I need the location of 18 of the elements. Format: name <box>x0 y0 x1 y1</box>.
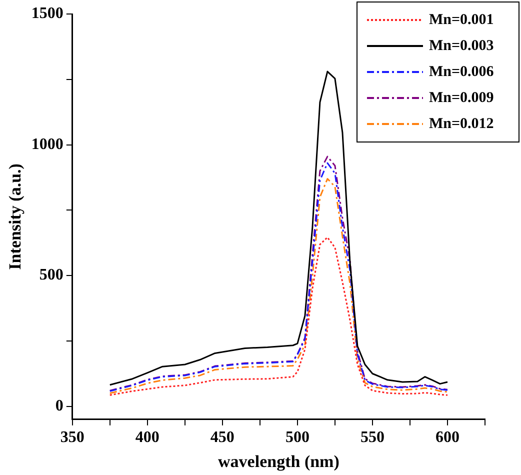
y-tick-label: 500 <box>39 266 64 284</box>
x-tick-label: 350 <box>60 429 84 446</box>
x-tick-label: 600 <box>435 429 460 446</box>
x-tick-label: 450 <box>210 429 234 446</box>
legend-label: Mn=0.006 <box>429 64 494 80</box>
x-tick-label: 400 <box>135 429 160 446</box>
legend-label: Mn=0.012 <box>429 116 494 132</box>
x-axis-title: wavelength (nm) <box>218 452 340 472</box>
legend-label: Mn=0.009 <box>429 90 494 106</box>
legend-label: Mn=0.003 <box>429 38 494 54</box>
x-tick-label: 500 <box>285 429 310 446</box>
y-tick-label: 1500 <box>31 5 64 22</box>
y-tick-label: 0 <box>55 397 64 414</box>
x-tick-label: 550 <box>360 429 384 446</box>
y-tick-label: 1000 <box>31 136 64 153</box>
legend-label: Mn=0.001 <box>429 12 494 28</box>
y-axis-title: Intensity (a.u.) <box>6 164 25 270</box>
line-series <box>109 236 448 396</box>
